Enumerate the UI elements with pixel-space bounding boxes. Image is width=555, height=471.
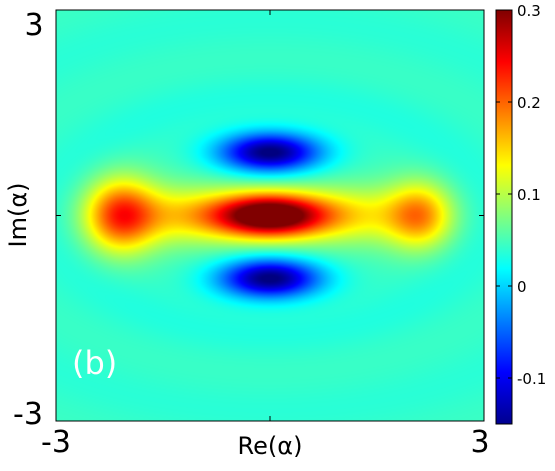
x-tick-label-left: -3 <box>41 425 71 460</box>
colorbar-tick-label: -0.1 <box>517 370 546 388</box>
y-tick-label-bottom: -3 <box>13 397 43 432</box>
colorbar-tick-label: 0.1 <box>517 186 541 204</box>
colorbar-tick-group: 0.3 0.2 0.1 0 -0.1 <box>496 2 546 388</box>
y-tick-label-top: 3 <box>24 8 43 43</box>
x-axis-label: Re(α) <box>238 432 303 460</box>
plot-tick-marks <box>56 10 484 421</box>
heatmap-image <box>56 10 484 421</box>
panel-label: (b) <box>72 344 117 382</box>
heatmap-plot-area <box>55 9 485 422</box>
colorbar-gradient <box>495 9 513 425</box>
colorbar-tick-label: 0.3 <box>517 2 541 20</box>
y-axis-label: Im(α) <box>4 182 32 247</box>
x-tick-label-right: 3 <box>470 425 489 460</box>
colorbar: 0.3 0.2 0.1 0 -0.1 <box>495 2 546 425</box>
colorbar-tick-label: 0 <box>517 278 527 296</box>
colorbar-tick-label: 0.2 <box>517 94 541 112</box>
